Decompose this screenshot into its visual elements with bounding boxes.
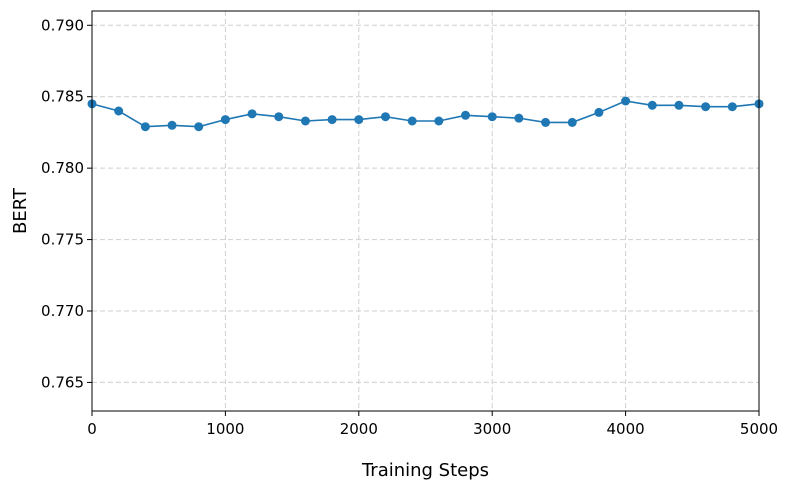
data-point	[380, 112, 390, 122]
y-tick-label: 0.775	[41, 231, 84, 249]
data-point	[194, 122, 204, 132]
data-point	[701, 102, 711, 112]
x-tick-label: 2000	[340, 420, 378, 438]
data-point	[114, 106, 124, 116]
data-point	[354, 115, 364, 125]
data-point	[541, 117, 551, 127]
series-line	[91, 100, 760, 128]
y-axis-ticks: 0.765 0.770 0.775 0.780 0.785 0.790	[41, 16, 92, 391]
x-axis-ticks: 0 1000 2000 3000 4000 5000	[87, 411, 778, 438]
data-point	[274, 112, 284, 122]
data-point	[300, 116, 310, 126]
data-point	[674, 100, 684, 110]
x-axis-title: Training Steps	[361, 460, 489, 481]
data-point	[327, 115, 337, 125]
x-tick-label: 3000	[473, 420, 511, 438]
data-point	[487, 112, 497, 122]
y-tick-label: 0.765	[41, 373, 84, 391]
data-point	[567, 117, 577, 127]
data-point	[434, 116, 444, 126]
data-point	[167, 120, 177, 130]
x-tick-label: 1000	[206, 420, 244, 438]
data-point	[727, 102, 737, 112]
y-axis-title: BERT	[10, 187, 31, 234]
x-tick-label: 0	[87, 420, 97, 438]
data-point	[647, 100, 657, 110]
data-point	[621, 96, 631, 106]
data-point	[407, 116, 417, 126]
y-tick-label: 0.785	[41, 88, 84, 106]
y-tick-label: 0.770	[41, 302, 84, 320]
x-tick-label: 5000	[740, 420, 778, 438]
data-point	[594, 107, 604, 117]
data-point	[247, 109, 257, 119]
y-tick-label: 0.790	[41, 16, 84, 34]
data-point	[140, 122, 150, 132]
data-point	[514, 113, 524, 123]
y-tick-label: 0.780	[41, 159, 84, 177]
data-point	[461, 110, 471, 120]
data-point	[220, 115, 230, 125]
plot-frame	[91, 10, 760, 412]
x-tick-label: 4000	[607, 420, 645, 438]
grid-lines	[91, 11, 760, 411]
